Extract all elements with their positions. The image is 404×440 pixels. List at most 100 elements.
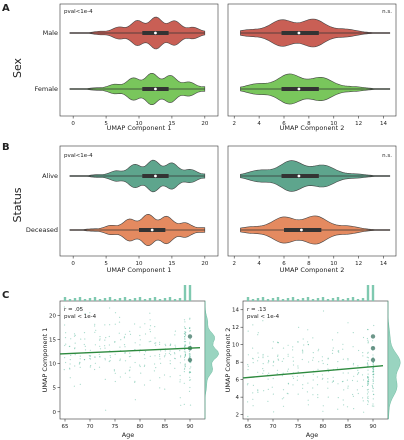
scatter-point xyxy=(155,367,157,369)
scatter-point xyxy=(372,398,374,400)
scatter-point xyxy=(272,361,275,363)
scatter-point xyxy=(139,351,141,353)
violin-male xyxy=(240,18,391,48)
scatter-point xyxy=(257,391,259,393)
x-tick-label: 15 xyxy=(168,261,175,267)
scatter-point xyxy=(372,340,374,342)
scatter-point xyxy=(165,353,167,355)
x-tick-label: 90 xyxy=(187,424,194,430)
scatter-point xyxy=(318,348,320,350)
scatter-point xyxy=(183,382,185,384)
violin-alive xyxy=(240,160,391,192)
right-marginal-density xyxy=(204,300,220,419)
scatter-point xyxy=(371,384,373,386)
scatter-point xyxy=(184,351,187,353)
scatter-point xyxy=(184,335,186,338)
scatter-point xyxy=(362,336,365,339)
scatter-point xyxy=(84,349,87,351)
median-dot xyxy=(297,31,301,35)
scatter-point xyxy=(159,358,161,360)
marginal-bar xyxy=(133,298,137,301)
marginal-bar xyxy=(73,298,77,301)
scatter-point xyxy=(371,405,373,407)
scatter-point xyxy=(123,336,126,338)
scatter-point xyxy=(184,355,186,357)
scatter-point xyxy=(170,354,172,356)
pval-annotation: pval<1e-4 xyxy=(64,9,93,15)
scatter-point xyxy=(247,354,249,356)
violin-male xyxy=(69,16,206,50)
scatter-point xyxy=(73,335,76,337)
scatter-point xyxy=(316,384,319,386)
scatter-point xyxy=(307,404,309,406)
scatter-point xyxy=(159,377,161,379)
scatter-point xyxy=(184,354,186,356)
scatter-point xyxy=(79,366,81,368)
x-tick-label: 70 xyxy=(87,424,94,430)
scatter-point xyxy=(357,372,359,374)
x-ticks: 0 5 10 15 20 xyxy=(71,256,209,267)
scatter-point xyxy=(367,403,369,405)
scatter-point xyxy=(247,364,249,366)
scatter-point xyxy=(357,369,359,371)
scatter-point xyxy=(169,344,171,346)
x-tick-label: 10 xyxy=(136,121,143,127)
scatter-point xyxy=(119,346,121,348)
scatter-point xyxy=(108,360,110,363)
scatter-point xyxy=(64,324,66,326)
panel-b-right-plot: n.s. 2 4 6 8 10 12 14 UMAP Component 2 xyxy=(227,145,397,274)
scatter-point xyxy=(169,350,171,352)
scatter-point xyxy=(164,388,166,390)
scatter-point xyxy=(343,389,345,391)
scatter-point xyxy=(368,381,370,383)
scatter-point xyxy=(89,349,91,351)
scatter-point xyxy=(109,324,111,326)
scatter-point xyxy=(292,349,294,351)
scatter-point xyxy=(336,367,339,369)
scatter-point xyxy=(367,351,369,353)
marginal-bar xyxy=(311,299,315,301)
marginal-bar xyxy=(123,297,127,301)
scatter-point xyxy=(367,397,369,400)
x-tick-label: 10 xyxy=(136,261,143,267)
scatter-point xyxy=(63,306,65,308)
scatter-point xyxy=(159,355,161,357)
scatter-point xyxy=(282,347,285,349)
scatter-point xyxy=(328,371,330,373)
marginal-bar xyxy=(78,297,82,301)
scatter-point xyxy=(180,404,182,406)
scatter-point xyxy=(74,342,76,344)
median-dot xyxy=(154,174,157,178)
scatter-point xyxy=(312,394,314,396)
scatter-point xyxy=(159,387,161,389)
scatter-point xyxy=(373,405,375,407)
axes-frame xyxy=(227,3,397,117)
scatter-point xyxy=(144,323,146,325)
scatter-point xyxy=(263,390,265,392)
y-axis-label: UMAP Component 1 xyxy=(41,328,49,393)
scatter-point xyxy=(139,344,141,346)
scatter-point xyxy=(94,356,96,358)
panel-letter-c: C xyxy=(2,290,9,301)
scatter-point xyxy=(372,374,374,376)
scatter-point xyxy=(109,307,111,309)
scatter-point xyxy=(276,369,279,371)
marginal-bar xyxy=(271,298,275,301)
scatter-point xyxy=(272,377,274,380)
scatter-point xyxy=(154,355,156,357)
x-tick-label: 5 xyxy=(104,121,108,127)
x-tick-label: 80 xyxy=(137,424,144,430)
marginal-bar xyxy=(251,299,255,301)
scatter-point xyxy=(83,332,86,334)
scatter-point xyxy=(105,337,107,339)
scatter-point xyxy=(165,345,167,347)
scatter-point xyxy=(247,330,249,332)
scatter-point xyxy=(164,350,166,352)
scatter-point xyxy=(90,365,92,367)
scatter-point xyxy=(180,356,182,358)
scatter-point xyxy=(184,359,186,361)
scatter-point xyxy=(83,359,86,361)
scatter-point xyxy=(144,357,146,360)
scatter-point xyxy=(287,344,289,346)
side-label-status: Status xyxy=(11,187,24,222)
